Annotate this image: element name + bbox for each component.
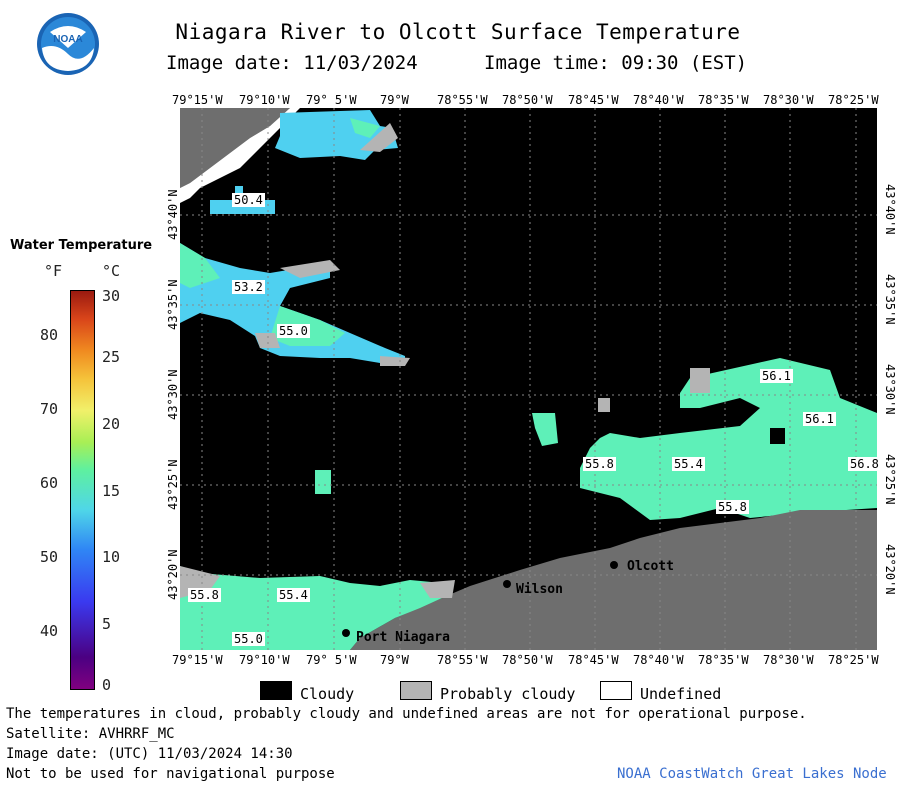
utc-date-text: Image date: (UTC) 11/03/2024 14:30 <box>6 746 293 762</box>
c-tick: 15 <box>102 482 121 500</box>
city-label-wilson: Wilson <box>516 582 563 597</box>
temp-label: 55.8 <box>188 588 221 602</box>
cloudy-swatch <box>260 681 292 700</box>
lon-label: 79°10'W <box>239 653 290 667</box>
lon-label: 79° 5'W <box>306 653 357 667</box>
lon-label: 78°45'W <box>568 93 619 107</box>
lon-label: 78°40'W <box>633 93 684 107</box>
navigation-warning: Not to be used for navigational purpose <box>6 766 335 782</box>
lon-label: 79°10'W <box>239 93 290 107</box>
city-label-port-niagara: Port Niagara <box>356 630 450 645</box>
disclaimer-text: The temperatures in cloud, probably clou… <box>6 706 807 722</box>
image-time: Image time: 09:30 (EST) <box>484 52 748 74</box>
f-tick: 50 <box>40 548 59 566</box>
temp-label: 53.2 <box>232 280 265 294</box>
temp-label: 56.1 <box>803 412 836 426</box>
image-date: Image date: 11/03/2024 <box>166 52 418 74</box>
satellite-text: Satellite: AVHRRF_MC <box>6 726 175 742</box>
lat-label: 43°35'N <box>883 274 897 325</box>
lon-label: 78°30'W <box>763 93 814 107</box>
unit-fahrenheit: °F <box>44 262 63 280</box>
undefined-label: Undefined <box>640 685 722 703</box>
c-tick: 20 <box>102 415 121 433</box>
f-tick: 40 <box>40 622 59 640</box>
lon-label: 78°45'W <box>568 653 619 667</box>
f-tick: 80 <box>40 326 59 344</box>
temp-label: 55.8 <box>583 457 616 471</box>
temperature-map: 50.4 53.2 55.0 56.1 56.1 56.8 55.8 55.4 … <box>180 108 881 650</box>
temp-label: 55.8 <box>716 500 749 514</box>
undefined-swatch <box>600 681 632 700</box>
lon-label: 79°W <box>380 93 409 107</box>
temp-label: 56.8 <box>848 457 881 471</box>
lon-label: 78°55'W <box>437 93 488 107</box>
lon-label: 79°15'W <box>172 93 223 107</box>
lon-label: 78°25'W <box>828 653 879 667</box>
lat-label: 43°35'N <box>166 279 180 330</box>
legend-title: Water Temperature <box>10 238 153 253</box>
lon-label: 78°30'W <box>763 653 814 667</box>
credit-text: NOAA CoastWatch Great Lakes Node <box>617 766 887 782</box>
c-tick: 5 <box>102 615 112 633</box>
wilson-marker <box>503 580 511 588</box>
lon-label: 79° 5'W <box>306 93 357 107</box>
lat-label: 43°25'N <box>883 454 897 505</box>
lat-label: 43°25'N <box>166 459 180 510</box>
temp-label: 56.1 <box>760 369 793 383</box>
lat-label: 43°30'N <box>883 364 897 415</box>
lat-label: 43°40'N <box>883 184 897 235</box>
port-niagara-marker <box>342 629 350 637</box>
temp-label: 50.4 <box>232 193 265 207</box>
city-label-olcott: Olcott <box>627 559 674 574</box>
temperature-color-bar <box>70 290 95 690</box>
f-tick: 70 <box>40 400 59 418</box>
lon-label: 78°40'W <box>633 653 684 667</box>
lon-label: 78°55'W <box>437 653 488 667</box>
unit-celsius: °C <box>102 262 121 280</box>
f-tick: 60 <box>40 474 59 492</box>
lon-label: 78°35'W <box>698 93 749 107</box>
cloudy-label: Cloudy <box>300 685 355 703</box>
lon-label: 78°35'W <box>698 653 749 667</box>
temp-label: 55.4 <box>672 457 705 471</box>
lat-label: 43°20'N <box>883 544 897 595</box>
lat-label: 43°30'N <box>166 369 180 420</box>
c-tick: 10 <box>102 548 121 566</box>
lon-label: 79°15'W <box>172 653 223 667</box>
page-title: Niagara River to Olcott Surface Temperat… <box>175 20 741 44</box>
temp-label: 55.0 <box>232 632 265 646</box>
noaa-logo: NOAA <box>36 12 100 76</box>
olcott-marker <box>610 561 618 569</box>
lon-label: 78°50'W <box>502 93 553 107</box>
noaa-logo-text: NOAA <box>53 34 82 45</box>
c-tick: 25 <box>102 348 121 366</box>
lat-label: 43°20'N <box>166 549 180 600</box>
temp-label: 55.4 <box>277 588 310 602</box>
probably-cloudy-swatch <box>400 681 432 700</box>
lon-label: 78°50'W <box>502 653 553 667</box>
lon-label: 78°25'W <box>828 93 879 107</box>
c-tick: 30 <box>102 287 121 305</box>
lon-label: 79°W <box>380 653 409 667</box>
temp-label: 55.0 <box>277 324 310 338</box>
probably-cloudy-label: Probably cloudy <box>440 685 576 703</box>
c-tick: 0 <box>102 676 112 694</box>
lat-label: 43°40'N <box>166 189 180 240</box>
